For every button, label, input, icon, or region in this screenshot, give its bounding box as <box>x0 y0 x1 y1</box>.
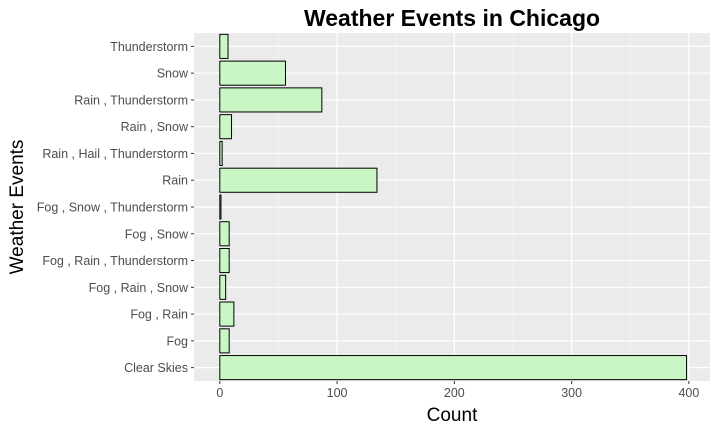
bar <box>219 87 323 113</box>
bar <box>219 274 227 300</box>
y-tick-label: Rain <box>162 174 188 188</box>
x-axis-ticks: 0 100 200 300 400 <box>216 381 699 400</box>
x-tick-label: 0 <box>216 386 223 400</box>
y-tick-label: Rain , Snow <box>121 120 189 134</box>
y-tick-label: Fog , Rain , Thunderstorm <box>42 254 188 268</box>
x-tick-label: 400 <box>678 386 699 400</box>
bar <box>219 60 286 86</box>
y-tick-label: Fog , Rain , Snow <box>89 281 189 295</box>
bar <box>219 167 378 193</box>
bar <box>219 247 230 274</box>
y-axis-ticks: Clear Skies Fog Fog , Rain Fog , Rain , Sno… <box>37 40 194 375</box>
y-tick-label: Rain , Thunderstorm <box>74 93 188 107</box>
x-tick-label: 200 <box>444 386 465 400</box>
y-tick-label: Fog , Rain <box>130 308 188 322</box>
bar <box>219 33 229 59</box>
x-axis-title: Count <box>427 405 478 426</box>
bar <box>219 194 222 220</box>
bar <box>219 301 235 327</box>
chart-title: Weather Events in Chicago <box>304 5 600 31</box>
y-tick-label: Fog , Snow <box>125 227 189 241</box>
bars <box>219 33 688 381</box>
x-tick-label: 100 <box>327 386 348 400</box>
bar <box>219 221 230 247</box>
y-axis-title: Weather Events <box>7 140 28 275</box>
bar <box>219 140 223 167</box>
bar <box>219 355 688 381</box>
y-tick-label: Rain , Hail , Thunderstorm <box>42 147 188 161</box>
y-tick-label: Fog , Snow , Thunderstorm <box>37 201 188 215</box>
y-tick-label: Snow <box>157 67 189 81</box>
bar <box>219 114 233 140</box>
y-tick-label: Fog <box>166 334 188 348</box>
y-tick-label: Clear Skies <box>124 361 188 375</box>
y-tick-label: Thunderstorm <box>110 40 188 54</box>
x-tick-label: 300 <box>561 386 582 400</box>
bar <box>219 328 230 354</box>
